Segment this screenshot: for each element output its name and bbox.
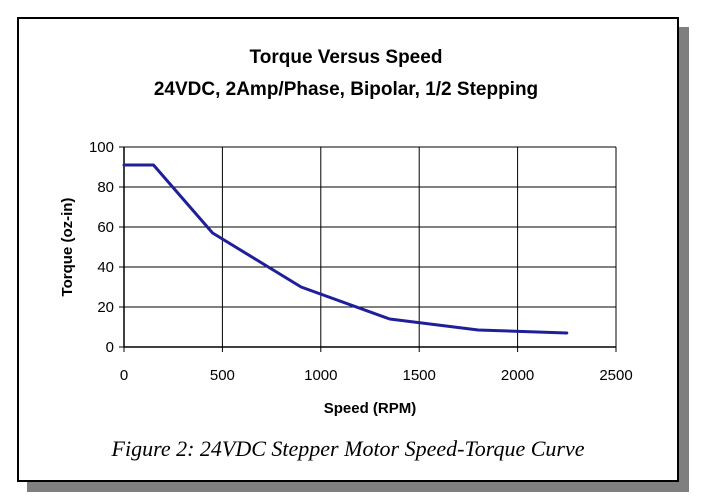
x-tick-label-1000: 1000 xyxy=(304,367,337,384)
figure-frame xyxy=(17,17,679,482)
chart-title: Torque Versus Speed xyxy=(250,47,443,68)
axes xyxy=(119,146,617,352)
y-tick-label-0: 0 xyxy=(106,339,114,356)
series-layer xyxy=(122,163,569,335)
x-tick-label-2500: 2500 xyxy=(599,367,632,384)
chart-subtitle: 24VDC, 2Amp/Phase, Bipolar, 1/2 Stepping xyxy=(154,79,538,100)
x-tick-label-2000: 2000 xyxy=(501,367,534,384)
y-tick-label-100: 100 xyxy=(89,139,114,156)
x-tick-label-0: 0 xyxy=(120,367,128,384)
y-tick-label-80: 80 xyxy=(97,179,114,196)
y-tick-label-20: 20 xyxy=(97,299,114,316)
series-line-0 xyxy=(122,163,569,335)
y-tick-label-40: 40 xyxy=(97,259,114,276)
x-tick-label-1500: 1500 xyxy=(403,367,436,384)
y-axis-label: Torque (oz-in) xyxy=(59,198,76,297)
x-axis-label: Speed (RPM) xyxy=(324,400,417,417)
grid-lines xyxy=(124,146,617,347)
x-tick-label-500: 500 xyxy=(210,367,235,384)
y-tick-label-60: 60 xyxy=(97,219,114,236)
figure-caption: Figure 2: 24VDC Stepper Motor Speed-Torq… xyxy=(111,436,585,461)
